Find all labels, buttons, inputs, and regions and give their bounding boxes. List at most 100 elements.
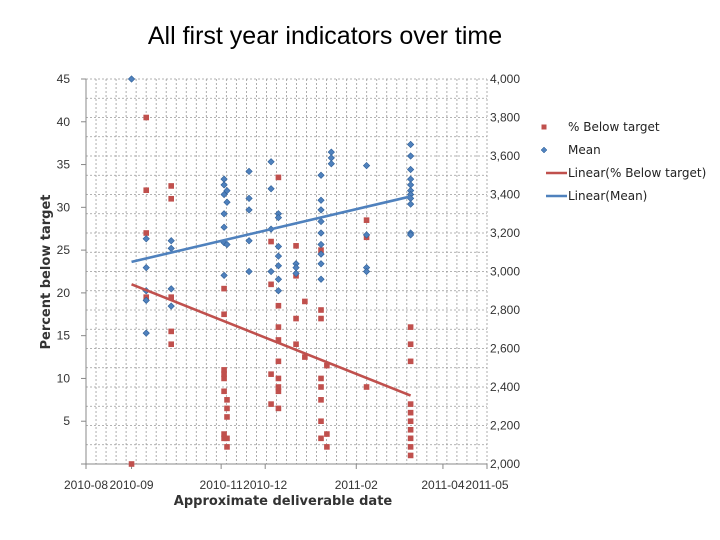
mean-point — [142, 264, 150, 272]
below-target-point — [275, 358, 282, 365]
mean-point — [267, 185, 275, 193]
below-target-point — [143, 114, 150, 121]
below-target-point — [302, 298, 308, 305]
plot-axes — [81, 78, 488, 469]
mean-point — [167, 244, 175, 253]
mean-point — [223, 187, 231, 195]
below-target-point — [143, 230, 150, 236]
below-target-point — [221, 435, 227, 442]
mean-point — [274, 252, 283, 260]
below-target-point — [318, 435, 324, 442]
below-target-point — [407, 452, 414, 459]
mean-point — [245, 206, 253, 214]
below-target-point — [302, 354, 308, 360]
below-target-point — [221, 431, 227, 437]
y-tick-label: 35 — [57, 158, 71, 172]
mean-point — [317, 206, 325, 214]
mean-point — [317, 260, 325, 268]
x-tick-label: 2011-04 — [421, 478, 464, 492]
y2-tick-label: 2,400 — [490, 380, 520, 394]
below-target-point — [275, 405, 282, 412]
below-target-point — [407, 435, 414, 442]
below-target-point — [224, 397, 230, 403]
mean-point — [220, 210, 228, 218]
below-target-point — [268, 401, 274, 407]
y-tick-label: 45 — [57, 72, 71, 86]
below-target-point — [407, 358, 414, 365]
below-target-point — [318, 315, 324, 322]
below-target-point — [275, 174, 282, 181]
y2-tick-label: 4,000 — [490, 72, 520, 86]
below-target-point — [143, 187, 150, 194]
tick-labels: 45 40 35 30 25 20 15 10 5 4,000 3,800 3,600 3,400 3,2… — [57, 72, 521, 492]
mean-point — [274, 275, 283, 283]
below-target-point — [363, 384, 370, 390]
below-target-point — [224, 414, 230, 420]
mean-point — [317, 229, 325, 237]
y2-tick-label: 3,400 — [490, 188, 520, 202]
y2-axis-label: Mean — [541, 245, 556, 285]
below-target-point — [224, 444, 230, 450]
below-target-point — [221, 367, 227, 373]
mean-point — [274, 213, 283, 222]
below-target-point — [407, 324, 414, 330]
data-marks — [127, 75, 415, 467]
below-target-point — [168, 294, 174, 300]
mean-point — [245, 267, 253, 276]
x-tick-label: 2011-05 — [465, 478, 508, 492]
mean-point — [317, 275, 325, 283]
mean-point — [245, 194, 253, 202]
below-target-point — [221, 311, 227, 318]
below-target-point — [293, 341, 299, 348]
y-axis-label: Percent below target — [39, 194, 54, 349]
below-target-point — [324, 362, 330, 369]
mean-point — [274, 242, 283, 251]
y2-tick-label: 3,800 — [490, 111, 520, 125]
mean-point — [223, 198, 231, 206]
y2-tick-label: 3,600 — [490, 149, 520, 163]
y-tick-label: 5 — [63, 414, 70, 428]
x-tick-label: 2010-11 — [200, 478, 243, 492]
y-tick-label: 15 — [57, 329, 71, 343]
y-tick-label: 30 — [57, 200, 71, 214]
below-target-point — [224, 435, 230, 442]
x-tick-label: 2010-12 — [243, 478, 287, 492]
below-target-point — [318, 307, 324, 313]
x-tick-label: 2010-09 — [110, 478, 154, 492]
mean-point — [142, 329, 150, 337]
mean-point — [245, 167, 253, 176]
mean-point — [327, 160, 335, 168]
below-target-point — [221, 388, 227, 395]
mean-point — [406, 165, 415, 174]
below-target-point — [407, 401, 414, 407]
mean-point — [127, 75, 136, 83]
below-target-point — [275, 337, 282, 343]
legend-label: Linear(% Below target) — [568, 166, 706, 180]
mean-point — [317, 217, 325, 226]
mean-point — [142, 235, 150, 243]
below-target-point — [275, 375, 282, 382]
x-axis-label: Approximate deliverable date — [174, 494, 393, 509]
mean-point — [220, 271, 228, 279]
mean-point — [317, 250, 325, 258]
mean-point — [245, 237, 253, 245]
mean-point — [406, 140, 415, 149]
legend-label: Linear(Mean) — [568, 189, 647, 203]
y2-tick-label: 3,000 — [490, 265, 520, 279]
below-target-point — [168, 341, 174, 348]
below-target-point — [268, 371, 274, 377]
below-target-point — [407, 418, 414, 425]
below-target-point — [318, 375, 324, 382]
below-target-point — [324, 444, 330, 450]
mean-point — [292, 264, 300, 272]
plot-grid — [85, 78, 488, 465]
mean-point — [317, 196, 325, 204]
y-tick-label: 10 — [57, 371, 71, 385]
below-target-point — [168, 195, 174, 202]
mean-point — [267, 158, 275, 166]
x-tick-label: 2010-08 — [64, 478, 108, 492]
mean-point — [142, 296, 150, 304]
below-target-point — [168, 183, 174, 189]
below-target-point — [363, 217, 370, 223]
below-target-point — [221, 375, 227, 382]
